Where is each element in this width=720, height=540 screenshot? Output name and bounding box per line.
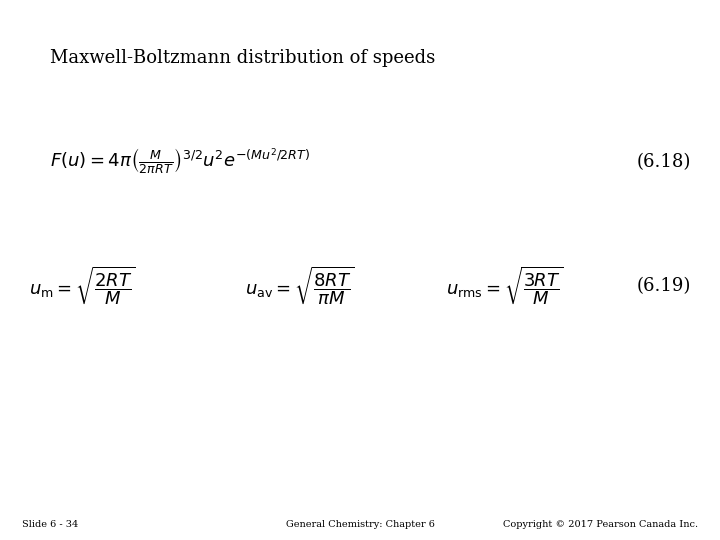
Text: $F(u)  =  4\pi\left(\frac{M}{2\pi RT}\right)^{3/2} u^2 e^{-(Mu^2/2RT)}$: $F(u) = 4\pi\left(\frac{M}{2\pi RT}\righ… bbox=[50, 147, 310, 177]
Text: $u_{\mathrm{m}}  =  \sqrt{\dfrac{2RT}{M}}$: $u_{\mathrm{m}} = \sqrt{\dfrac{2RT}{M}}$ bbox=[29, 265, 135, 307]
Text: (6.19): (6.19) bbox=[636, 277, 691, 295]
Text: Maxwell-Boltzmann distribution of speeds: Maxwell-Boltzmann distribution of speeds bbox=[50, 49, 436, 66]
Text: Slide 6 - 34: Slide 6 - 34 bbox=[22, 520, 78, 529]
Text: $u_{\mathrm{av}}  =  \sqrt{\dfrac{8RT}{\pi M}}$: $u_{\mathrm{av}} = \sqrt{\dfrac{8RT}{\pi… bbox=[245, 265, 354, 307]
Text: Copyright © 2017 Pearson Canada Inc.: Copyright © 2017 Pearson Canada Inc. bbox=[503, 520, 698, 529]
Text: General Chemistry: Chapter 6: General Chemistry: Chapter 6 bbox=[286, 520, 434, 529]
Text: (6.18): (6.18) bbox=[636, 153, 691, 171]
Text: $u_{\mathrm{rms}}  =  \sqrt{\dfrac{3RT}{M}}$: $u_{\mathrm{rms}} = \sqrt{\dfrac{3RT}{M}… bbox=[446, 265, 564, 307]
